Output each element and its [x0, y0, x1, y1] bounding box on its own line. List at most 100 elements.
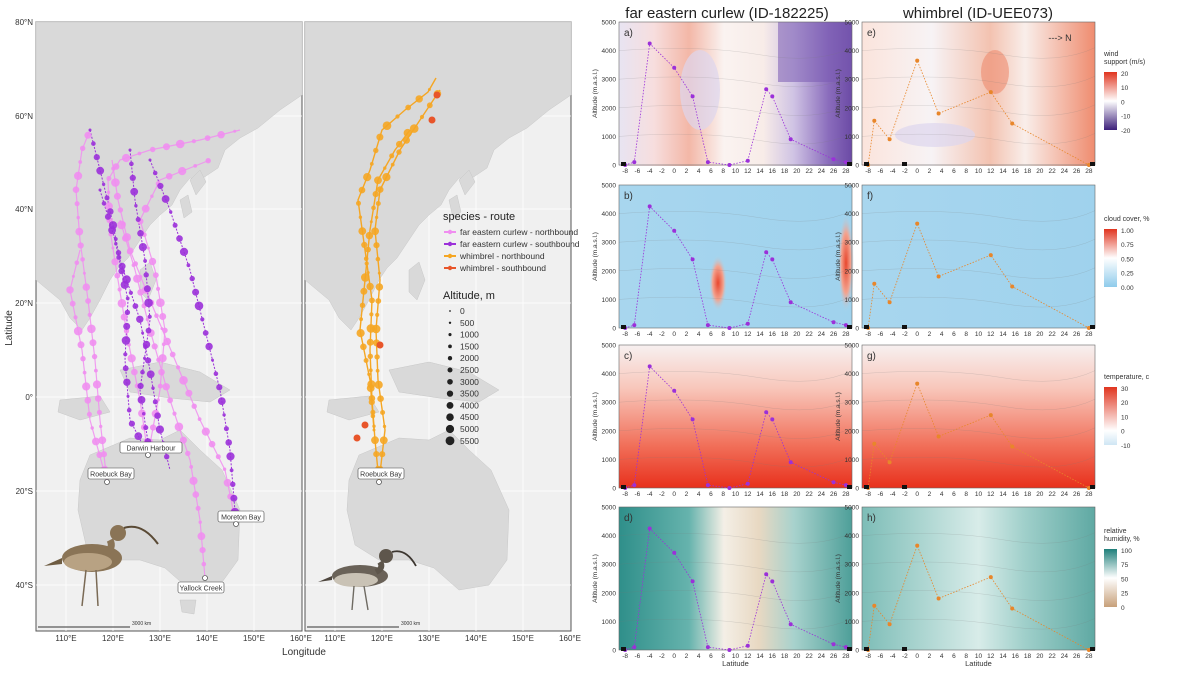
lon-tick-label: 160°E — [290, 634, 312, 643]
colorbar-tick-label: 0.75 — [1121, 242, 1134, 249]
x-tick-label: -2 — [902, 653, 908, 660]
route-point-northbound — [106, 176, 112, 181]
legend-route-dot — [447, 241, 453, 247]
route-point-northbound — [92, 437, 100, 446]
flight-altitude-point — [788, 137, 793, 142]
route-point-northbound — [80, 257, 85, 262]
legend-route-label: whimbrel - southbound — [459, 263, 546, 273]
route-point-northbound — [368, 368, 373, 373]
x-tick-label: 6 — [709, 491, 713, 498]
panel-labels: a) e) b) f) c) g) d) h) — [624, 28, 876, 524]
route-point-southbound — [137, 396, 146, 404]
y-tick-label: 5000 — [845, 183, 860, 190]
route-point-northbound — [87, 312, 92, 317]
route-point-northbound — [114, 272, 121, 279]
legend-altitude-label: 0 — [460, 306, 465, 316]
route-point-northbound — [199, 547, 206, 554]
colorbar-title: wind — [1103, 51, 1119, 58]
route-point-southbound — [222, 413, 226, 417]
flight-altitude-line — [867, 59, 1090, 166]
colorbar — [1104, 549, 1117, 607]
route-point-northbound — [175, 139, 185, 149]
route-point-southbound — [211, 358, 214, 362]
y-tick-label: 1000 — [602, 619, 617, 626]
y-tick-label: 4000 — [845, 48, 860, 55]
x-tick-label: 22 — [805, 168, 813, 175]
y-tick-label: 2000 — [845, 590, 860, 597]
x-tick-label: 22 — [1048, 331, 1056, 338]
lat-tick-label: 20°N — [15, 299, 33, 308]
x-tick-label: -6 — [635, 331, 641, 338]
route-point-northbound — [162, 327, 168, 333]
lon-tick-label: 120°E — [102, 634, 124, 643]
colorbar-tick-label: 50 — [1121, 576, 1129, 583]
y-tick-label: 5000 — [602, 20, 617, 27]
y-tick-label: 5000 — [602, 343, 617, 350]
x-tick-label: 10 — [975, 491, 983, 498]
lat-tick-label: 60°N — [15, 112, 33, 121]
route-point-southbound — [154, 412, 161, 420]
flight-altitude-point — [988, 90, 993, 95]
route-point-northbound — [96, 451, 103, 459]
panel-label: d) — [624, 513, 633, 524]
flight-altitude-point — [843, 160, 848, 165]
route-point-northbound — [409, 124, 419, 133]
panel-a-wind-curlew — [619, 22, 852, 166]
panel-label: a) — [624, 28, 633, 39]
flight-altitude-point — [690, 94, 695, 99]
y-tick-label: 1000 — [845, 457, 860, 464]
panel-label: g) — [867, 351, 876, 362]
route-point-northbound — [375, 312, 380, 317]
contour-line — [861, 210, 1096, 222]
y-tick-label: 5000 — [602, 183, 617, 190]
route-point-northbound — [363, 256, 369, 262]
lat-tick-label: 0° — [25, 393, 33, 402]
y-tick-label: 0 — [612, 648, 616, 655]
flight-altitude-point — [764, 410, 769, 415]
flight-altitude-point — [632, 160, 637, 165]
route-point-southbound — [137, 382, 144, 390]
y-tick-label: 1000 — [602, 297, 617, 304]
route-point-northbound — [122, 234, 129, 242]
y-tick-label: 0 — [855, 486, 859, 493]
x-tick-label: 18 — [781, 331, 789, 338]
route-point-southbound — [116, 254, 122, 260]
route-point-northbound — [72, 186, 80, 193]
route-point-northbound — [117, 220, 126, 230]
x-tick-label: 16 — [769, 653, 777, 660]
route-point-southbound — [144, 298, 153, 308]
contour-line — [861, 370, 1096, 382]
x-tick-label: 4 — [940, 653, 944, 660]
ground-marker — [902, 647, 907, 651]
route-point-southbound — [104, 213, 112, 220]
route-point-southbound — [134, 204, 138, 208]
x-tick-label: 28 — [1085, 653, 1093, 660]
x-tick-label: 26 — [830, 491, 838, 498]
legend-altitude-label: 1000 — [460, 330, 479, 340]
x-tick-label: 2 — [928, 653, 932, 660]
route-point-southbound — [169, 210, 173, 214]
panel-frame — [861, 506, 1096, 651]
x-tick-label: 8 — [721, 653, 725, 660]
legend-altitude-label: 4000 — [460, 400, 479, 410]
flight-altitude-point — [887, 300, 892, 305]
x-tick-label: 8 — [964, 168, 968, 175]
route-point-southbound — [223, 426, 229, 432]
x-tick-label: 14 — [756, 491, 764, 498]
route-point-northbound — [165, 173, 173, 180]
y-tick-label: 3000 — [845, 562, 860, 569]
y-axis-label: Altitude (m.a.s.l.) — [592, 232, 599, 281]
route-point-northbound — [195, 505, 201, 511]
colorbar-tick-label: 25 — [1121, 591, 1129, 598]
route-point-southbound — [107, 208, 114, 215]
x-tick-label: 8 — [964, 653, 968, 660]
place-label-moreton: Moreton Bay — [217, 510, 265, 527]
x-tick-label: -6 — [635, 168, 641, 175]
route-point-southbound — [152, 170, 158, 176]
panel-label: c) — [624, 351, 632, 362]
route-point-northbound — [76, 215, 80, 220]
route-point-southbound — [123, 352, 128, 357]
panel-frame — [618, 344, 853, 489]
flight-altitude-point — [988, 253, 993, 258]
contour-line — [618, 532, 853, 544]
